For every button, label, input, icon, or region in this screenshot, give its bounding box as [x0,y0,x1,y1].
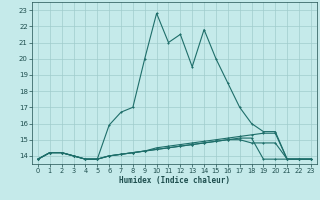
X-axis label: Humidex (Indice chaleur): Humidex (Indice chaleur) [119,176,230,185]
